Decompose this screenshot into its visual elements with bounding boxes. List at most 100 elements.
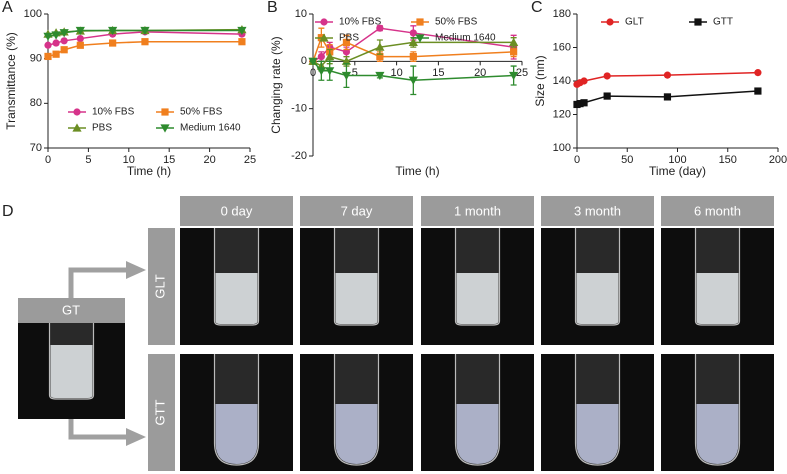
y-tick-label: 0 — [301, 55, 307, 67]
marker — [341, 56, 352, 65]
marker — [603, 92, 611, 100]
column-header-label: 0 day — [221, 203, 253, 218]
x-tick-label: 0 — [45, 154, 51, 166]
marker — [576, 100, 584, 108]
column-header — [180, 196, 293, 226]
liquid — [335, 273, 378, 324]
liquid — [215, 273, 258, 324]
y-tick-label: 70 — [30, 142, 42, 154]
marker — [76, 34, 84, 43]
column-header-label: 3 month — [574, 203, 621, 218]
column-header-label: 6 month — [694, 203, 741, 218]
marker — [44, 52, 52, 61]
liquid — [335, 404, 378, 464]
marker — [75, 26, 85, 36]
marker — [409, 53, 417, 61]
marker — [308, 57, 318, 66]
liquid — [696, 273, 739, 324]
marker — [141, 38, 149, 46]
marker — [408, 76, 418, 85]
y-tick-label: 140 — [553, 75, 571, 87]
legend-label: 50% FBS — [180, 107, 223, 118]
source-header — [18, 298, 125, 323]
row-header-label: GLT — [152, 274, 167, 298]
marker — [408, 37, 418, 46]
marker — [59, 29, 69, 38]
marker — [325, 67, 335, 76]
y-axis-title: Changing rate (%) — [269, 36, 283, 133]
panel-label: B — [267, 0, 278, 16]
marker — [60, 46, 68, 54]
y-tick-label: 100 — [553, 142, 571, 154]
marker — [341, 71, 352, 81]
y-tick-label: 90 — [30, 53, 42, 65]
marker — [663, 93, 672, 101]
legend-marker — [606, 18, 614, 26]
marker — [754, 69, 762, 77]
x-axis-title: Time (h) — [127, 164, 171, 178]
legend-label: PBS — [92, 123, 112, 134]
marker — [663, 71, 672, 79]
x-tick-label: 5 — [352, 67, 358, 79]
liquid — [576, 404, 619, 464]
column-header — [421, 196, 534, 226]
x-tick-label: 0 — [574, 154, 580, 166]
column-header — [661, 196, 774, 226]
row-header — [148, 354, 175, 471]
legend-marker — [161, 108, 169, 116]
arrow — [68, 267, 128, 298]
y-tick-label: 100 — [24, 8, 42, 20]
marker — [325, 52, 335, 61]
legend-marker — [694, 18, 702, 26]
marker — [51, 31, 61, 40]
legend-label: 10% FBS — [92, 107, 135, 118]
y-axis-title: Transmittance (%) — [4, 32, 18, 130]
marker — [109, 39, 117, 47]
liquid — [456, 404, 499, 464]
legend-label: PBS — [339, 33, 359, 44]
x-tick-label: 0 — [310, 67, 316, 79]
marker — [376, 24, 384, 32]
legend-label: Medium 1640 — [180, 123, 241, 134]
x-axis-title: Time (day) — [649, 164, 706, 178]
marker — [375, 71, 385, 81]
column-header — [300, 196, 413, 226]
legend-marker — [160, 124, 170, 133]
marker — [44, 41, 52, 49]
marker — [238, 38, 246, 46]
x-tick-label: 15 — [432, 67, 444, 79]
x-tick-label: 25 — [516, 67, 528, 79]
arrow-head — [126, 261, 146, 279]
y-tick-label: 10 — [295, 8, 307, 20]
column-header-label: 1 month — [454, 203, 501, 218]
arrow-head — [126, 428, 146, 446]
source-label: GT — [62, 302, 80, 317]
y-axis-title: Size (nm) — [533, 55, 547, 106]
row-header-label: GTT — [152, 399, 167, 425]
legend-label: 50% FBS — [435, 17, 478, 28]
x-tick-label: 20 — [203, 154, 215, 166]
marker — [52, 39, 60, 47]
liquid — [696, 404, 739, 464]
marker — [376, 53, 384, 61]
legend-label: 10% FBS — [339, 17, 382, 28]
arrow — [68, 419, 128, 440]
x-tick-label: 10 — [390, 67, 402, 79]
legend-marker — [415, 34, 425, 43]
legend-marker — [416, 18, 424, 26]
legend-label: GLT — [625, 17, 644, 28]
marker — [108, 26, 118, 36]
x-tick-label: 15 — [163, 154, 175, 166]
column-header — [541, 196, 654, 226]
legend-marker — [320, 18, 328, 26]
marker — [76, 41, 84, 49]
y-tick-label: -20 — [291, 150, 307, 162]
y-tick-label: 120 — [553, 108, 571, 120]
y-tick-label: 80 — [30, 97, 42, 109]
liquid — [50, 345, 93, 398]
x-tick-label: 100 — [668, 154, 686, 166]
marker — [754, 87, 762, 95]
y-tick-label: 180 — [553, 8, 571, 20]
